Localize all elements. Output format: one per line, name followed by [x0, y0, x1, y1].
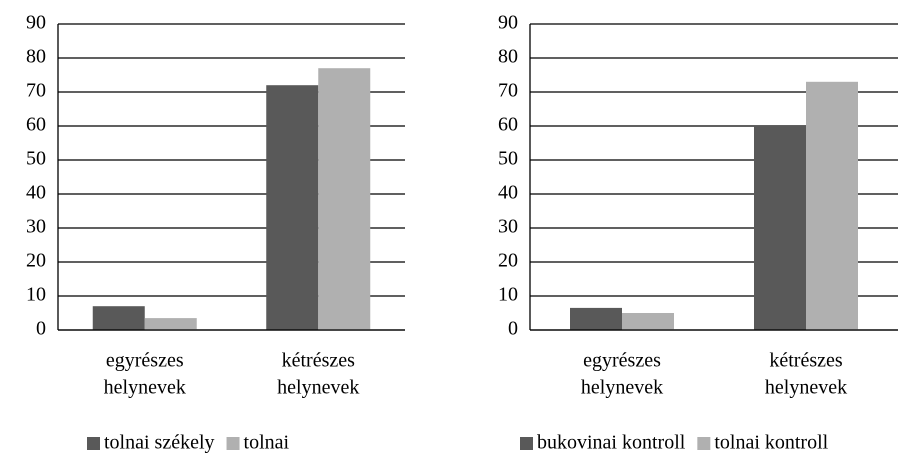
y-tick-label: 30: [498, 216, 518, 238]
y-tick-label: 60: [498, 114, 518, 136]
y-tick-label: 70: [26, 80, 46, 102]
y-tick-label: 10: [498, 284, 518, 306]
legend-swatch: [697, 437, 711, 450]
x-tick-label: kétrészes: [282, 350, 356, 372]
bar: [92, 306, 145, 330]
x-tick-label: kétrészes: [769, 350, 843, 372]
bar: [806, 81, 858, 330]
x-tick-label: egyrészes: [106, 350, 184, 372]
legend-label: bukovinai kontroll: [537, 432, 686, 454]
legend-swatch: [226, 437, 240, 450]
bar: [144, 318, 197, 330]
y-tick-label: 80: [26, 46, 46, 68]
y-tick-label: 90: [26, 12, 46, 34]
x-tick-label: helynevek: [765, 377, 847, 399]
legend-swatch: [520, 437, 533, 450]
x-tick-label: helynevek: [104, 377, 186, 399]
x-tick-label: helynevek: [277, 377, 359, 399]
y-tick-label: 20: [26, 250, 46, 272]
legend-label: tolnai székely: [104, 432, 215, 454]
y-tick-label: 50: [26, 148, 46, 170]
y-tick-label: 60: [26, 114, 46, 136]
legend-label: tolnai: [244, 432, 290, 454]
y-tick-label: 30: [26, 216, 46, 238]
y-tick-label: 20: [498, 250, 518, 272]
bar: [266, 85, 319, 330]
y-tick-label: 40: [498, 182, 518, 204]
y-tick-label: 90: [498, 12, 518, 34]
legend-swatch: [87, 437, 100, 450]
bar: [570, 307, 622, 330]
x-tick-label: egyrészes: [583, 350, 661, 372]
bar: [754, 126, 806, 330]
y-tick-label: 40: [26, 182, 46, 204]
bar: [318, 68, 371, 330]
x-tick-label: helynevek: [581, 377, 663, 399]
bar: [622, 313, 674, 330]
y-tick-label: 0: [36, 318, 46, 340]
y-tick-label: 80: [498, 46, 518, 68]
y-tick-label: 70: [498, 80, 518, 102]
y-tick-label: 50: [498, 148, 518, 170]
legend-label: tolnai kontroll: [714, 432, 828, 454]
y-tick-label: 10: [26, 284, 46, 306]
y-tick-label: 0: [508, 318, 518, 340]
